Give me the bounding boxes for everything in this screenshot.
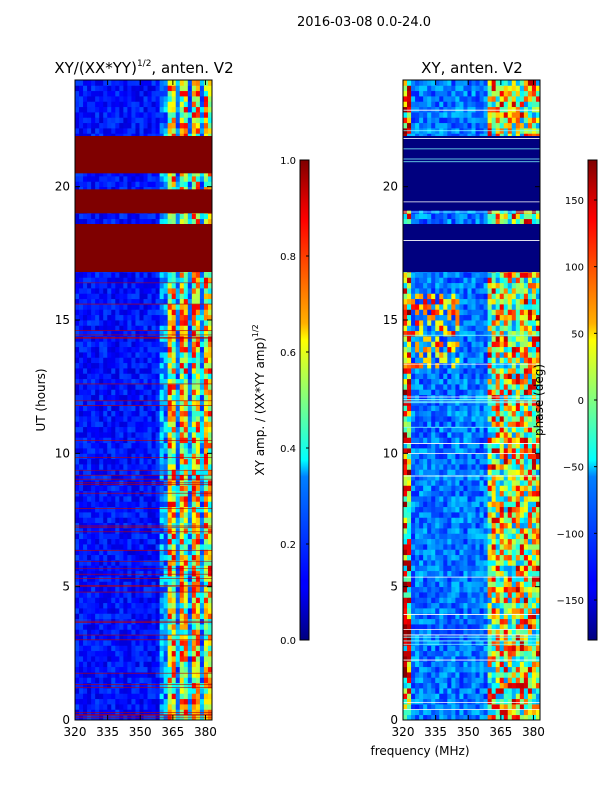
colorbar-tick-label: 100 (565, 263, 584, 274)
colorbar-tick-label: −150 (557, 596, 584, 607)
amplitude-colorbar-ticks: 0.0 0.2 0.4 0.6 0.8 1.0 (280, 156, 309, 647)
y-tick-label: 5 (62, 580, 70, 594)
colorbar-tick-label: −50 (563, 463, 584, 474)
no-data-band (403, 224, 540, 272)
colorbar-tick-label: 0.8 (280, 252, 296, 263)
amplitude-panel: XY/(XX*YY)1/2, anten. V2 320 335 350 365 380… (34, 59, 234, 739)
y-tick-label: 15 (383, 313, 398, 327)
y-tick-label: 0 (390, 713, 398, 727)
y-tick-label: 0 (62, 713, 70, 727)
saturated-band (75, 224, 212, 272)
figure-suptitle: 2016-03-08 0.0-24.0 (297, 15, 431, 30)
amplitude-colorbar-label: XY amp. / (XX*YY amp)1/2 (251, 324, 267, 475)
y-tick-label: 10 (55, 446, 70, 460)
phase-axis-ticks: 320 335 350 365 380 0 5 10 15 20 (383, 80, 545, 739)
colorbar-tick-label: 1.0 (280, 156, 296, 167)
x-tick-label: 335 (424, 725, 447, 739)
amplitude-plot-frame (74, 79, 213, 721)
x-tick-label: 380 (194, 725, 217, 739)
x-tick-label: 335 (96, 725, 119, 739)
y-tick-label: 10 (383, 446, 398, 460)
colorbar-tick-label: 0.0 (280, 636, 296, 647)
colorbar-tick-label: 150 (565, 196, 584, 207)
amplitude-colorbar-gradient (299, 159, 310, 641)
colorbar-tick-label: 0.2 (280, 540, 296, 551)
amplitude-ylabel: UT (hours) (34, 368, 48, 431)
y-tick-label: 20 (383, 180, 398, 194)
phase-plot-frame (402, 79, 541, 721)
x-tick-label: 350 (457, 725, 480, 739)
colorbar-tick-label: −100 (557, 529, 584, 540)
saturated-band (75, 136, 212, 174)
phase-colorbar-label: phase (deg) (532, 364, 546, 436)
x-tick-label: 365 (489, 725, 512, 739)
amplitude-colorbar: 0.0 0.2 0.4 0.6 0.8 1.0 XY amp. / (XX*YY amp)… (251, 156, 310, 647)
y-tick-label: 20 (55, 180, 70, 194)
amplitude-heatmap (75, 80, 212, 720)
y-tick-label: 15 (55, 313, 70, 327)
colorbar-tick-label: 0.6 (280, 348, 296, 359)
amplitude-panel-title: XY/(XX*YY)1/2, anten. V2 (54, 59, 233, 77)
x-tick-label: 320 (64, 725, 87, 739)
x-tick-label: 380 (522, 725, 545, 739)
no-data-band (403, 136, 540, 211)
phase-heatmap (403, 80, 540, 720)
phase-colorbar: 150 100 50 0 −50 −100 −150 phase (deg) (532, 159, 598, 641)
amplitude-axis-ticks: 320 335 350 365 380 0 5 10 15 20 (55, 80, 217, 739)
phase-colorbar-ticks: 150 100 50 0 −50 −100 −150 (557, 196, 597, 607)
phase-panel-title: XY, anten. V2 (421, 59, 523, 77)
colorbar-tick-label: 0.4 (280, 444, 296, 455)
x-tick-label: 350 (129, 725, 152, 739)
colorbar-tick-label: 50 (571, 329, 584, 340)
x-tick-label: 320 (392, 725, 415, 739)
saturated-band (75, 189, 212, 214)
phase-xlabel: frequency (MHz) (370, 744, 469, 758)
x-tick-label: 365 (161, 725, 184, 739)
y-tick-label: 5 (390, 580, 398, 594)
phase-panel: XY, anten. V2 320 335 350 365 380 0 5 10 15 20 fr… (370, 59, 544, 758)
colorbar-tick-label: 0 (578, 396, 584, 407)
